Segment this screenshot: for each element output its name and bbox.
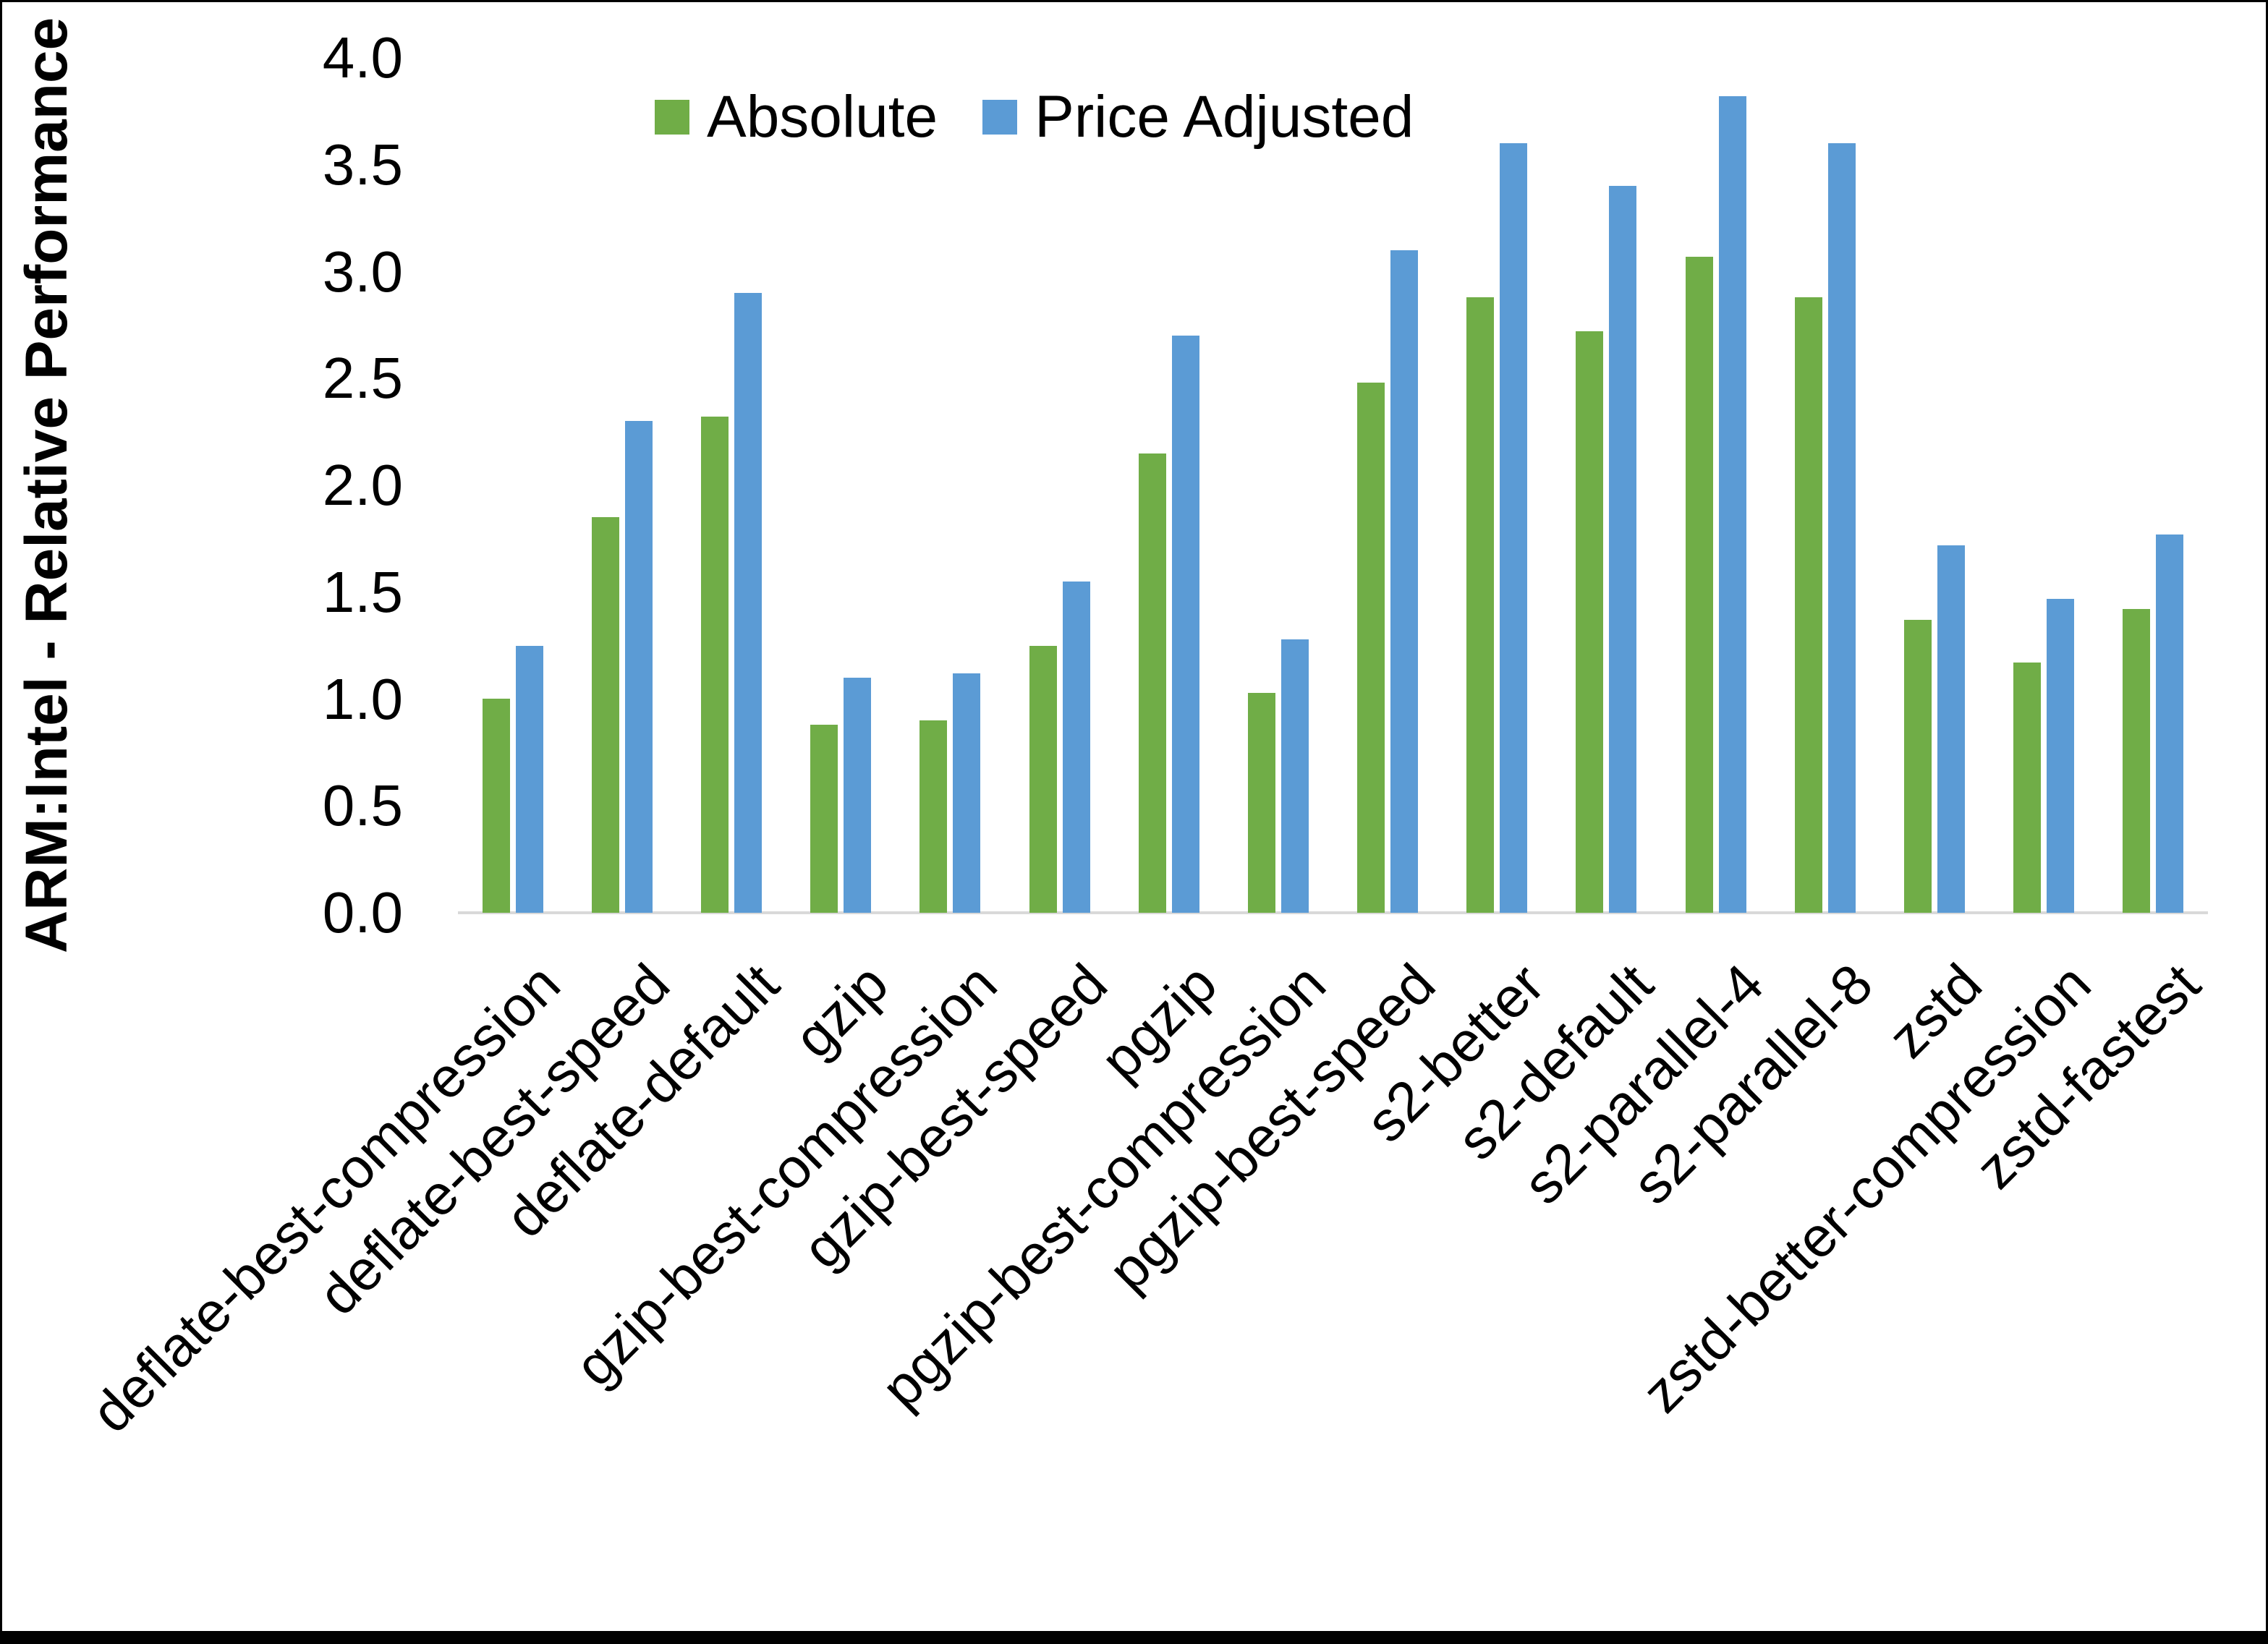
y-tick-label-1.5: 1.5: [322, 560, 403, 624]
bar-price-adjusted-zstd: [1937, 545, 1965, 913]
y-tick-label-4.0: 4.0: [322, 25, 403, 90]
bar-price-adjusted-s2-parallel-8: [1828, 143, 1856, 913]
legend: Absolute Price Adjusted: [655, 83, 1414, 151]
bar-price-adjusted-deflate-best-speed: [625, 421, 653, 913]
bar-price-adjusted-gzip-best-compression: [953, 673, 980, 913]
bar-absolute-zstd: [1904, 620, 1932, 913]
bottom-frame-bar: [2, 1631, 2266, 1644]
bar-price-adjusted-s2-parallel-4: [1719, 96, 1746, 913]
legend-item-absolute: Absolute: [655, 83, 938, 151]
legend-label-price-adjusted: Price Adjusted: [1035, 84, 1414, 150]
bar-price-adjusted-s2-better: [1500, 143, 1527, 913]
bar-absolute-s2-default: [1576, 331, 1603, 913]
bar-absolute-deflate-best-speed: [592, 517, 619, 913]
bar-absolute-deflate-default: [701, 417, 729, 913]
bar-absolute-gzip-best-compression: [919, 720, 947, 913]
bar-price-adjusted-gzip: [844, 678, 871, 913]
bar-absolute-zstd-better-compression: [2013, 663, 2041, 913]
bar-absolute-pgzip: [1139, 453, 1166, 913]
y-tick-label-2.5: 2.5: [322, 346, 403, 410]
y-axis-title: ARM:Intel - Relative Performance: [14, 17, 80, 954]
legend-swatch-price-adjusted: [982, 100, 1018, 135]
bar-price-adjusted-pgzip-best-speed: [1390, 250, 1418, 913]
legend-swatch-absolute: [655, 100, 689, 135]
y-tick-label-2.0: 2.0: [322, 453, 403, 517]
y-tick-label-0.0: 0.0: [322, 880, 403, 945]
bar-price-adjusted-pgzip-best-compression: [1281, 639, 1309, 913]
x-axis-line: [458, 911, 2208, 914]
y-tick-label-3.0: 3.0: [322, 239, 403, 304]
bar-absolute-pgzip-best-compression: [1248, 693, 1275, 913]
bar-absolute-deflate-best-compression: [483, 699, 510, 913]
y-tick-label-0.5: 0.5: [322, 773, 403, 838]
bar-price-adjusted-deflate-default: [734, 293, 762, 913]
bar-absolute-pgzip-best-speed: [1357, 383, 1385, 913]
bar-price-adjusted-deflate-best-compression: [516, 646, 543, 913]
bar-price-adjusted-gzip-best-speed: [1063, 582, 1090, 913]
bar-absolute-s2-better: [1466, 297, 1494, 913]
bar-price-adjusted-s2-default: [1609, 186, 1636, 913]
bar-price-adjusted-pgzip: [1172, 336, 1199, 913]
y-tick-label-3.5: 3.5: [322, 132, 403, 197]
legend-item-price-adjusted: Price Adjusted: [982, 83, 1414, 151]
bar-price-adjusted-zstd-fastest: [2156, 534, 2183, 913]
bar-absolute-s2-parallel-4: [1686, 257, 1713, 913]
bar-absolute-gzip-best-speed: [1029, 646, 1057, 913]
bar-absolute-gzip: [810, 725, 838, 913]
y-tick-label-1.0: 1.0: [322, 667, 403, 731]
bar-absolute-s2-parallel-8: [1795, 297, 1822, 913]
bar-price-adjusted-zstd-better-compression: [2047, 599, 2074, 913]
bar-absolute-zstd-fastest: [2123, 609, 2150, 913]
legend-label-absolute: Absolute: [707, 84, 938, 150]
